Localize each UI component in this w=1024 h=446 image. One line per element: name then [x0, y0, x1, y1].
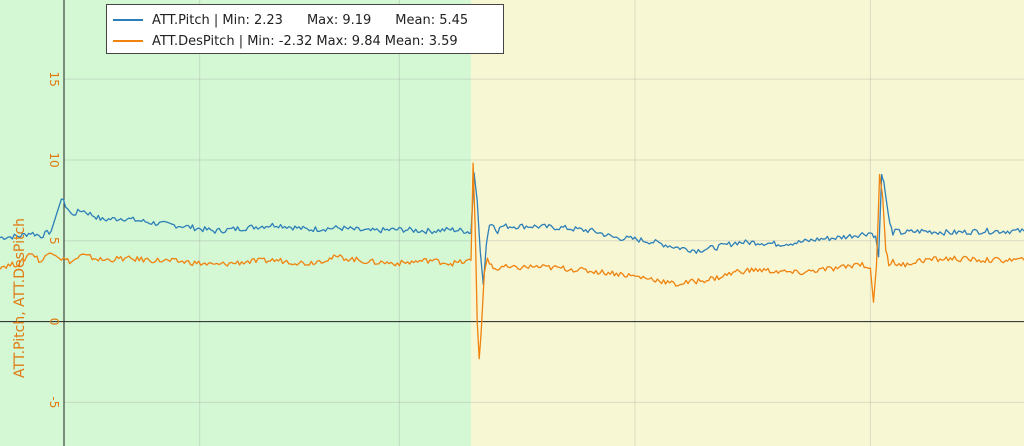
legend: ATT.Pitch | Min: 2.23 Max: 9.19 Mean: 5.… — [106, 4, 504, 54]
background-band-1 — [0, 0, 473, 446]
legend-max-att-pitch: Max: 9.19 — [306, 12, 372, 28]
legend-mean-att-pitch: Mean: 5.45 — [395, 12, 469, 28]
legend-entry-att-pitch[interactable]: ATT.Pitch | Min: 2.23 Max: 9.19 Mean: 5.… — [113, 10, 468, 30]
legend-max-att-despitch: Max: 9.84 — [316, 33, 381, 49]
y-tick-label: 10 — [47, 152, 61, 167]
legend-mean-att-despitch: Mean: 3.59 — [384, 33, 458, 49]
legend-label-att-despitch: ATT.DesPitch | Min: -2.32 — [152, 33, 313, 49]
legend-swatch-att-pitch — [113, 19, 143, 21]
y-axis-label: ATT.Pitch, ATT.DesPitch — [12, 218, 28, 378]
legend-label-att-pitch: ATT.Pitch | Min: 2.23 — [152, 12, 283, 28]
legend-entry-att-despitch[interactable]: ATT.DesPitch | Min: -2.32 Max: 9.84 Mean… — [113, 31, 458, 51]
y-tick-label: -5 — [47, 396, 61, 408]
series-line-att-despitch[interactable] — [0, 162, 1024, 360]
y-tick-label: 5 — [47, 237, 61, 245]
y-tick-label: 0 — [47, 318, 61, 326]
legend-swatch-att-despitch — [113, 40, 143, 42]
series-line-att-pitch[interactable] — [0, 172, 1024, 286]
y-tick-label: 15 — [47, 72, 61, 87]
background-band-2 — [471, 0, 1024, 446]
